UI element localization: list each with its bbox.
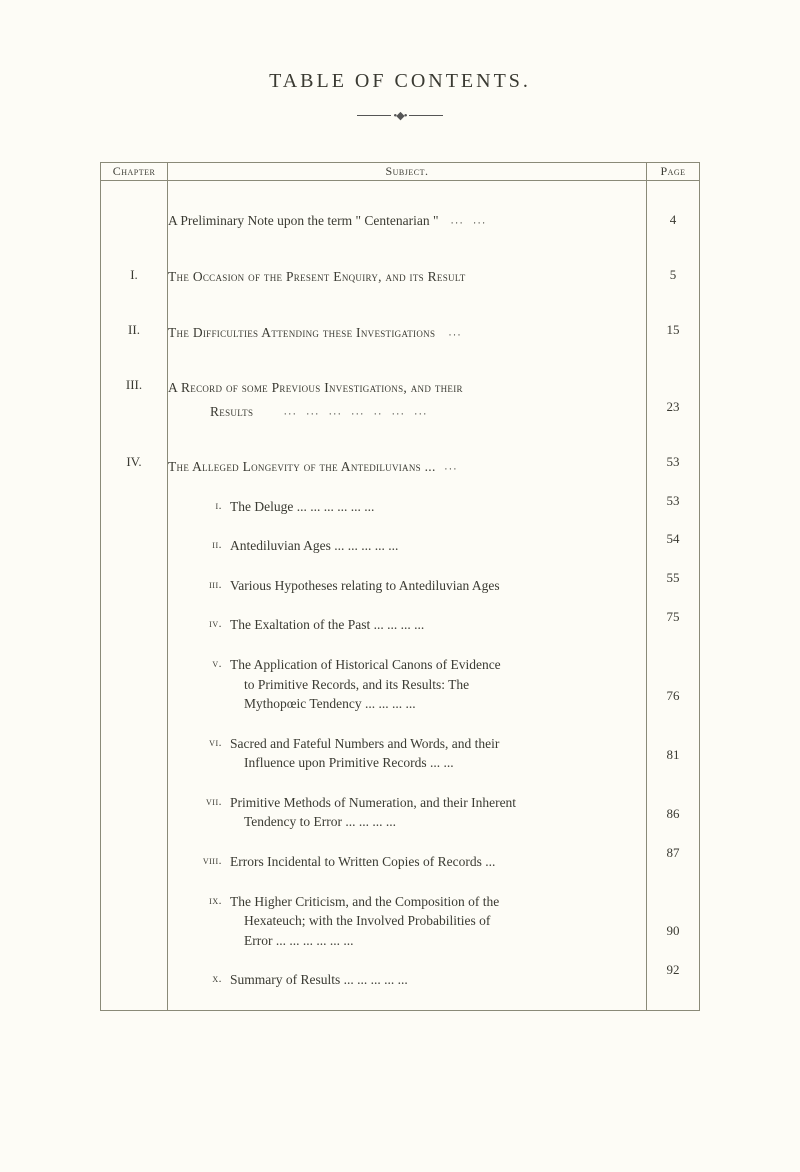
subject-column: A Preliminary Note upon the term " Cente… bbox=[168, 181, 647, 1010]
page-column: 4 5 15 23 53 53 54 55 75 bbox=[647, 181, 700, 1010]
chapter-num: I. bbox=[101, 266, 167, 285]
page-number: 53 bbox=[647, 492, 699, 511]
page-number: 81 bbox=[647, 746, 699, 765]
sub-entry: viii. Errors Incidental to Written Copie… bbox=[190, 852, 646, 872]
page-number: 76 bbox=[647, 687, 699, 706]
page-number: 15 bbox=[647, 321, 699, 340]
sub-entry: vi. Sacred and Fateful Numbers and Words… bbox=[190, 734, 646, 773]
header-row: Chapter Subject. Page bbox=[101, 163, 700, 181]
chapter-num: III. bbox=[101, 376, 167, 395]
ornament-divider: •◆• bbox=[100, 107, 700, 122]
page-number: 90 bbox=[647, 922, 699, 941]
body-row: I. II. III. IV. A Preliminary Note upon … bbox=[101, 181, 700, 1010]
preliminary-note: A Preliminary Note upon the term " Cente… bbox=[168, 211, 646, 231]
page-number: 87 bbox=[647, 844, 699, 863]
chapter-column: I. II. III. IV. bbox=[101, 181, 168, 1010]
page-number: 5 bbox=[647, 266, 699, 285]
chapter-num: IV. bbox=[101, 453, 167, 472]
toc-table: Chapter Subject. Page I. II. III. IV. bbox=[100, 162, 700, 1011]
chapter-subject: A Record of some Previous Investigations… bbox=[168, 378, 646, 398]
subject-header: Subject. bbox=[168, 163, 647, 181]
sub-entry: v. The Application of Historical Canons … bbox=[190, 655, 646, 714]
sub-entry: ii. Antediluvian Ages ... ... ... ... ..… bbox=[190, 536, 646, 556]
sub-entry: iii. Various Hypotheses relating to Ante… bbox=[190, 576, 646, 596]
chapter-num: II. bbox=[101, 321, 167, 340]
sub-entry: vii. Primitive Methods of Numeration, an… bbox=[190, 793, 646, 832]
sub-entry: ix. The Higher Criticism, and the Compos… bbox=[190, 892, 646, 951]
page-header: Page bbox=[647, 163, 700, 181]
page-number: 23 bbox=[647, 398, 699, 417]
page-number: 92 bbox=[647, 961, 699, 980]
chapter-subject-cont: Results ... ... ... ... .. ... ... bbox=[168, 402, 646, 422]
sub-entry: i. The Deluge ... ... ... ... ... ... bbox=[190, 497, 646, 517]
chapter-subject: The Occasion of the Present Enquiry, and… bbox=[168, 267, 646, 287]
sub-entry: x. Summary of Results ... ... ... ... ..… bbox=[190, 970, 646, 990]
page-number: 75 bbox=[647, 608, 699, 627]
chapter-subject: The Difficulties Attending these Investi… bbox=[168, 323, 646, 343]
page-number: 4 bbox=[647, 211, 699, 230]
sub-entry: iv. The Exaltation of the Past ... ... .… bbox=[190, 615, 646, 635]
page-title: TABLE OF CONTENTS. bbox=[269, 70, 531, 92]
page-number: 54 bbox=[647, 530, 699, 549]
page-container: TABLE OF CONTENTS. •◆• Chapter Subject. … bbox=[0, 0, 800, 1172]
chapter-header: Chapter bbox=[101, 163, 168, 181]
chapter-subject: The Alleged Longevity of the Antediluvia… bbox=[168, 457, 646, 477]
page-number: 55 bbox=[647, 569, 699, 588]
page-number: 86 bbox=[647, 805, 699, 824]
title-container: TABLE OF CONTENTS. bbox=[100, 70, 700, 93]
page-number: 53 bbox=[647, 453, 699, 472]
